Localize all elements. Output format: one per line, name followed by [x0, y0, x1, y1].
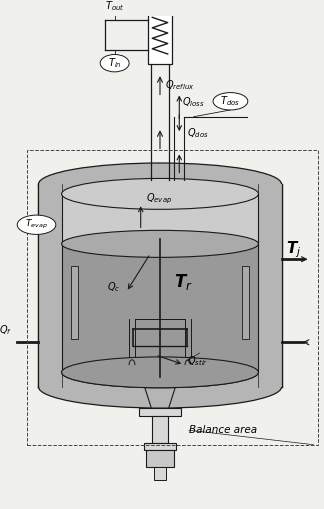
FancyBboxPatch shape — [139, 408, 181, 416]
FancyBboxPatch shape — [39, 184, 282, 387]
Ellipse shape — [17, 215, 56, 235]
Text: Balance area: Balance area — [189, 425, 257, 435]
Text: Q$_{dos}$: Q$_{dos}$ — [187, 126, 209, 140]
Text: Q$_{stir}$: Q$_{stir}$ — [187, 354, 208, 367]
Ellipse shape — [62, 357, 259, 388]
FancyBboxPatch shape — [71, 266, 78, 338]
Ellipse shape — [39, 365, 282, 408]
FancyBboxPatch shape — [144, 443, 176, 449]
FancyBboxPatch shape — [39, 184, 62, 387]
Text: T$_{in}$: T$_{in}$ — [108, 56, 122, 70]
Ellipse shape — [62, 231, 259, 258]
Text: T$_j$: T$_j$ — [286, 239, 302, 260]
FancyBboxPatch shape — [62, 194, 259, 373]
Ellipse shape — [62, 357, 259, 388]
Text: Q$_f$: Q$_f$ — [0, 324, 12, 337]
FancyBboxPatch shape — [242, 266, 249, 338]
Ellipse shape — [62, 179, 259, 209]
Ellipse shape — [100, 54, 129, 72]
Text: Q$_c$: Q$_c$ — [107, 280, 120, 294]
Ellipse shape — [39, 163, 282, 206]
Ellipse shape — [98, 0, 131, 15]
FancyBboxPatch shape — [146, 449, 174, 467]
Text: T$_{dos}$: T$_{dos}$ — [220, 94, 240, 108]
Text: Q$_{evap}$: Q$_{evap}$ — [145, 192, 172, 206]
FancyBboxPatch shape — [62, 244, 259, 373]
Text: Q$_{reflux}$: Q$_{reflux}$ — [165, 78, 194, 92]
Text: T$_{out}$: T$_{out}$ — [105, 0, 124, 13]
FancyBboxPatch shape — [154, 467, 166, 480]
Ellipse shape — [213, 93, 248, 110]
Text: T$_r$: T$_r$ — [174, 272, 193, 293]
Text: T$_{evap}$: T$_{evap}$ — [25, 218, 48, 231]
Text: Q$_{loss}$: Q$_{loss}$ — [182, 95, 205, 109]
Polygon shape — [145, 387, 175, 408]
FancyBboxPatch shape — [259, 184, 282, 387]
FancyBboxPatch shape — [152, 416, 168, 443]
FancyBboxPatch shape — [148, 8, 172, 64]
